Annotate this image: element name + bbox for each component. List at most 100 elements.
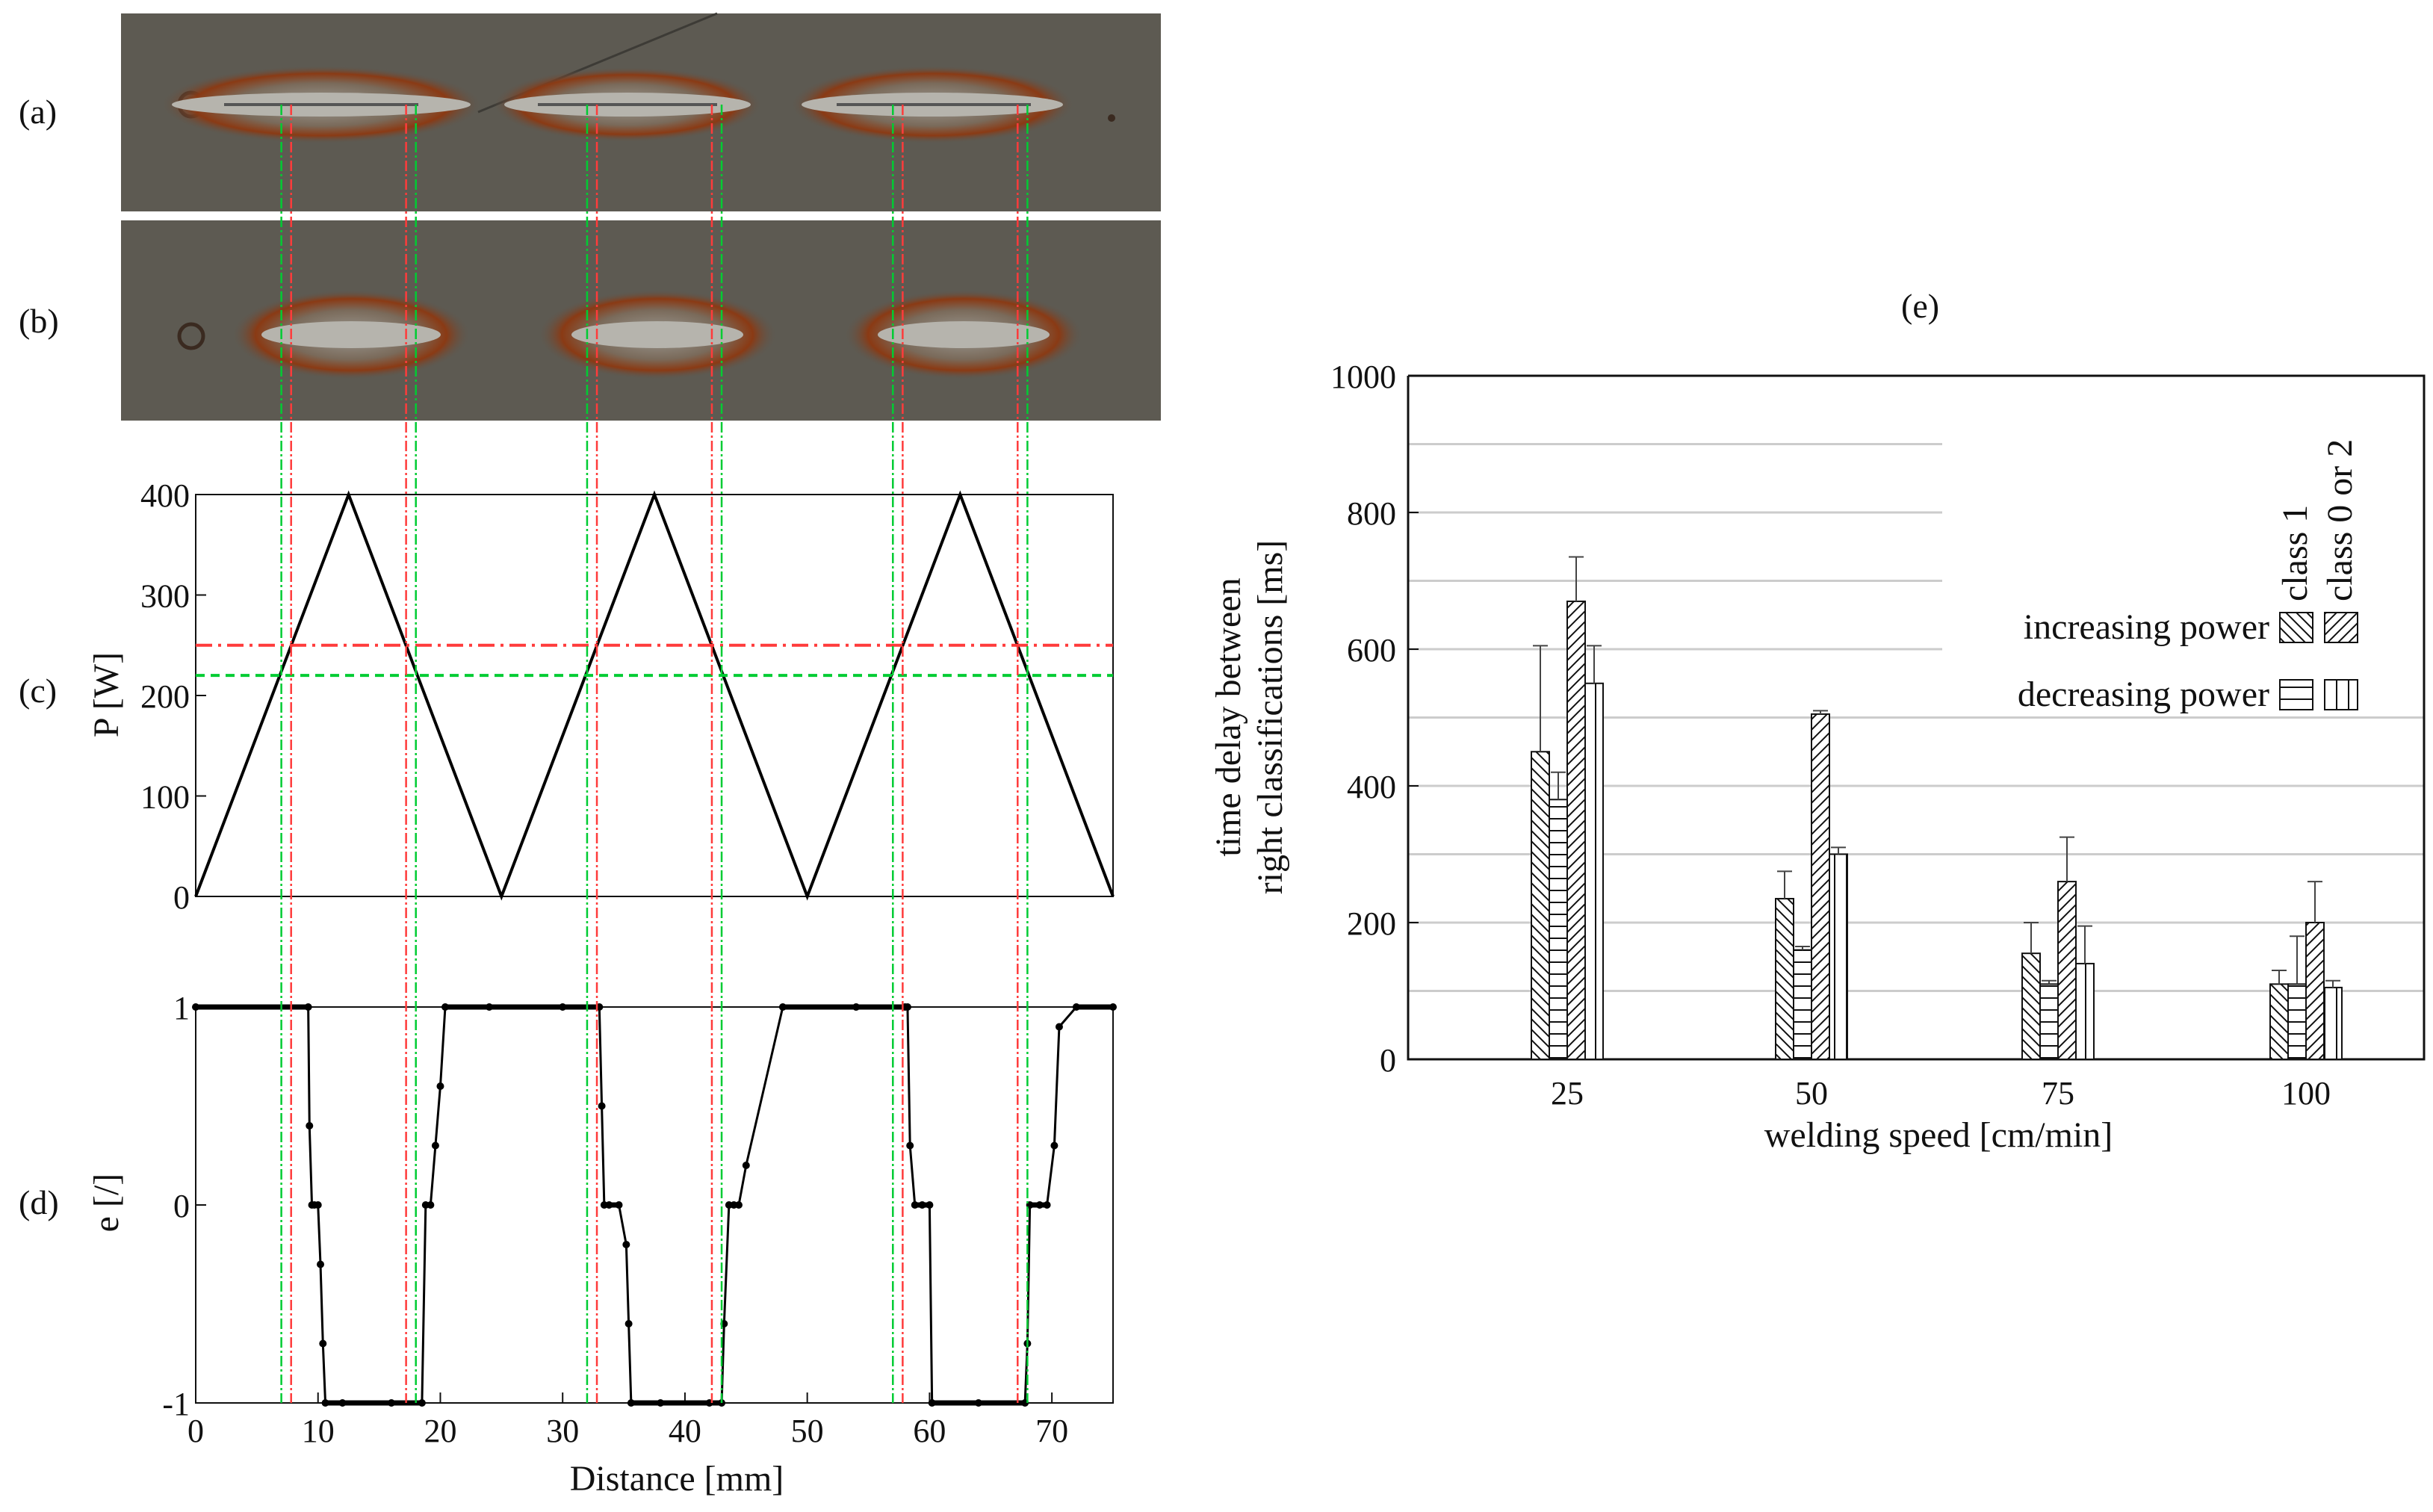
x-tick-label: 25: [1551, 1075, 1584, 1112]
bar-diag-fwd: [2057, 881, 2077, 1060]
plot-frame: [195, 494, 1114, 897]
bar-diag-fwd: [1566, 600, 1586, 1060]
bar-diag-back: [2269, 983, 2289, 1060]
classification-point: [911, 1201, 919, 1209]
weld-photo-b: [121, 220, 1161, 421]
y-tick-label: 200: [1347, 905, 1396, 942]
y-tick-label: 0: [173, 1188, 190, 1224]
classification-point: [418, 1399, 426, 1407]
y-tick-label: 400: [140, 477, 190, 514]
legend-row-decreasing: decreasing power: [2018, 675, 2269, 714]
panel-label-e: (e): [1901, 287, 1939, 325]
bar-vertical: [2075, 962, 2095, 1061]
classification-point: [926, 1201, 934, 1209]
classification-point: [306, 1122, 314, 1130]
y-tick-label: 1: [173, 990, 190, 1026]
legend-swatch: [2279, 612, 2313, 643]
threshold-marker-lines: [280, 105, 1029, 1403]
classification-point: [319, 1339, 327, 1348]
bar-diag-fwd: [1811, 713, 1830, 1060]
classification-point: [657, 1399, 665, 1407]
classification-point: [1050, 1141, 1059, 1150]
classification-point: [436, 1082, 444, 1090]
bar-diag-back: [2021, 952, 2041, 1061]
bar-diag-back: [1775, 897, 1794, 1060]
legend-swatch: [2279, 679, 2313, 710]
classification-point: [559, 1003, 567, 1011]
classification-point: [1043, 1201, 1051, 1209]
weld-photo-a: [121, 12, 1161, 211]
y-tick-label: 0: [173, 879, 190, 916]
panel-label-d: (d): [19, 1183, 59, 1221]
classification-point: [615, 1201, 623, 1209]
x-tick-label: 70: [1035, 1413, 1068, 1449]
classification-point: [192, 1003, 199, 1011]
x-tick-label: 30: [546, 1413, 579, 1449]
classification-point: [1109, 1003, 1117, 1011]
bar-horizontal: [2287, 983, 2307, 1060]
classification-point: [778, 1003, 787, 1011]
y-tick-label: 300: [140, 578, 190, 615]
x-tick-label: 75: [2042, 1075, 2074, 1112]
panel-label-b: (b): [19, 302, 59, 340]
classification-point: [852, 1003, 861, 1011]
classification-point: [734, 1201, 743, 1209]
x-tick-label: 40: [669, 1413, 701, 1449]
x-tick-label: 20: [424, 1413, 456, 1449]
bar-vertical: [2323, 986, 2343, 1061]
classification-point: [742, 1162, 750, 1169]
bar-horizontal: [1793, 949, 1812, 1060]
series-line-solid-black: [194, 490, 1115, 901]
legend-col-class02: class 0 or 2: [2320, 439, 2360, 601]
plot-frame: [195, 1006, 1114, 1404]
classification-point: [321, 1399, 329, 1407]
y-tick-label: 600: [1347, 632, 1396, 669]
classification-point: [1055, 1023, 1063, 1031]
classification-point: [304, 1003, 312, 1011]
x-tick-label: 0: [187, 1413, 204, 1449]
y-tick-label: 200: [140, 678, 190, 715]
classification-point: [627, 1399, 635, 1407]
power-chart: 0 100 200 300 400 P [W]: [87, 477, 1115, 916]
y-tick-label: 800: [1347, 495, 1396, 532]
classification-point: [928, 1399, 936, 1407]
panel-label-a: (a): [19, 93, 57, 131]
y-tick-label: 100: [140, 779, 190, 816]
x-tick-label: 50: [791, 1413, 824, 1449]
classification-point: [441, 1003, 450, 1011]
classification-point: [485, 1003, 493, 1011]
y-axis-label: P [W]: [87, 652, 126, 737]
x-tick-label: 50: [1795, 1075, 1828, 1112]
y-tick-label: -1: [162, 1386, 190, 1422]
classification-point: [605, 1201, 613, 1209]
photo-separator: [121, 211, 1161, 220]
bar-vertical: [1829, 853, 1848, 1060]
classification-point: [903, 1003, 911, 1011]
bar-diag-back: [1531, 751, 1550, 1060]
x-axis-label: welding speed [cm/min]: [1764, 1115, 2113, 1155]
classification-point: [624, 1320, 633, 1327]
y-tick-label: 400: [1347, 769, 1396, 805]
y-tick-label: 1000: [1330, 359, 1396, 395]
panel-label-c: (c): [19, 672, 57, 710]
classification-point: [598, 1102, 606, 1110]
classification-point: [317, 1260, 325, 1268]
classification-point: [387, 1399, 395, 1407]
classification-step-line: [196, 1006, 1113, 1404]
classification-point: [314, 1201, 322, 1209]
bar-vertical: [1584, 682, 1604, 1060]
classification-point: [974, 1399, 982, 1407]
x-tick-label: 60: [913, 1413, 946, 1449]
classification-point: [338, 1399, 347, 1407]
legend-swatch: [2324, 679, 2358, 710]
time-delay-bar-chart: 0 200 400 600 800 1000 time delay between right…: [1209, 359, 2426, 1155]
y-axis-label-line1: time delay between: [1209, 577, 1248, 856]
classification-point: [622, 1241, 630, 1248]
classification-point: [1072, 1003, 1080, 1011]
legend-swatch: [2324, 612, 2358, 643]
classification-point: [918, 1201, 926, 1209]
bar-horizontal: [2039, 983, 2059, 1060]
y-axis-label: e [/]: [87, 1174, 126, 1233]
